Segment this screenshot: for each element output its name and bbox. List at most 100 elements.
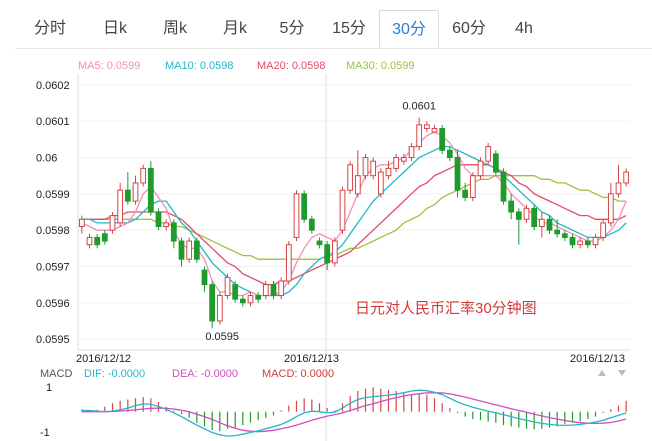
candle: [408, 143, 415, 162]
macd-tick-bottom: -1: [40, 427, 50, 439]
moving-average-lines: [81, 131, 627, 297]
candle: [224, 273, 231, 300]
candle: [339, 186, 346, 234]
tab-4[interactable]: 5分: [279, 20, 305, 37]
period-tabs: 分时 日k 周k 月k 5分 15分 30分 60分 4h: [15, 10, 652, 49]
macd-indicator: [81, 387, 627, 437]
candle: [577, 237, 584, 249]
candle: [209, 281, 216, 329]
candle: [523, 204, 530, 223]
ma10-line: [81, 145, 627, 297]
candle: [178, 237, 185, 267]
candle: [247, 291, 254, 307]
candle: [615, 164, 622, 198]
macd-dif-line: [81, 389, 627, 437]
tab-3[interactable]: 月k: [222, 20, 247, 37]
y-tick-label: 0.0596: [36, 298, 70, 310]
candle: [347, 161, 354, 194]
candle: [255, 291, 262, 303]
candle: [140, 164, 147, 187]
candle: [477, 157, 484, 180]
high-label: 0.0601: [402, 101, 436, 113]
candle: [500, 168, 507, 205]
candle: [531, 204, 538, 231]
candle: [324, 241, 331, 271]
candle: [293, 190, 300, 242]
chart-annotation: 日元对人民币汇率30分钟图: [355, 300, 537, 317]
candle: [492, 150, 499, 176]
candle: [607, 182, 614, 227]
y-tick-label: 0.0595: [36, 334, 70, 346]
candle: [584, 237, 591, 249]
macd-dif-label: DIF: -0.0000: [84, 368, 145, 380]
candle: [101, 230, 108, 245]
x-label-mid: 2016/12/13: [284, 353, 339, 365]
tab-5[interactable]: 15分: [332, 20, 366, 37]
candle: [370, 157, 377, 180]
macd-value-label: MACD: 0.0000: [262, 368, 334, 380]
candle: [561, 230, 568, 242]
candle: [147, 161, 154, 216]
y-tick-label: 0.0598: [36, 225, 70, 237]
candle: [423, 121, 430, 133]
candle: [400, 153, 407, 165]
price-axis-labels: 0.0602 0.0601 0.06 0.0599 0.0598 0.0597 0.0596…: [36, 80, 70, 346]
candle: [170, 219, 177, 249]
candle: [439, 124, 446, 154]
tab-1[interactable]: 日k: [102, 20, 127, 37]
candle: [232, 281, 239, 303]
candle: [623, 168, 630, 187]
candle: [554, 219, 561, 238]
candle: [385, 161, 392, 180]
candle: [546, 215, 553, 234]
macd-dea-line: [81, 392, 627, 433]
candle: [109, 212, 116, 234]
legend-ma30: MA30: 0.0599: [346, 60, 415, 72]
candle: [454, 150, 461, 198]
legend-ma10: MA10: 0.0598: [165, 60, 234, 72]
candle: [216, 291, 223, 325]
candle: [462, 182, 469, 202]
candle: [239, 295, 246, 307]
tab-0[interactable]: 分时: [33, 20, 66, 37]
y-tick-label: 0.0602: [36, 80, 70, 92]
candle: [301, 190, 308, 223]
macd-title: MACD: [40, 368, 72, 380]
y-tick-label: 0.0597: [36, 261, 70, 273]
candle: [155, 208, 162, 231]
candle: [117, 182, 124, 227]
candle: [416, 117, 423, 151]
legend-ma20: MA20: 0.0598: [257, 60, 326, 72]
candle: [393, 153, 400, 173]
candle: [186, 237, 193, 263]
expand-arrow-icon[interactable]: [618, 370, 626, 376]
price-gridlines: [78, 84, 630, 340]
candle: [124, 172, 131, 205]
candle: [278, 277, 285, 300]
ma20-line: [81, 164, 627, 286]
y-tick-label: 0.0601: [36, 116, 70, 128]
candle: [316, 237, 323, 249]
candle: [201, 266, 208, 292]
y-tick-label: 0.06: [36, 153, 57, 165]
collapse-arrow-icon[interactable]: [598, 370, 606, 376]
tab-7[interactable]: 60分: [452, 20, 486, 37]
candle: [446, 146, 453, 162]
candle: [362, 153, 369, 180]
candle: [193, 237, 200, 263]
candle: [86, 233, 93, 249]
tab-8[interactable]: 4h: [515, 20, 533, 37]
candles: [78, 117, 630, 329]
tab-2[interactable]: 周k: [162, 20, 187, 37]
candle: [132, 175, 139, 205]
ma30-line: [81, 175, 627, 260]
tab-6[interactable]: 30分: [379, 10, 439, 48]
low-label: 0.0595: [205, 331, 239, 343]
candle: [78, 215, 85, 234]
candle: [270, 281, 277, 300]
candle: [431, 124, 438, 133]
y-tick-label: 0.0599: [36, 189, 70, 201]
x-label-end: 2016/12/13: [570, 353, 625, 365]
candle: [485, 143, 492, 165]
